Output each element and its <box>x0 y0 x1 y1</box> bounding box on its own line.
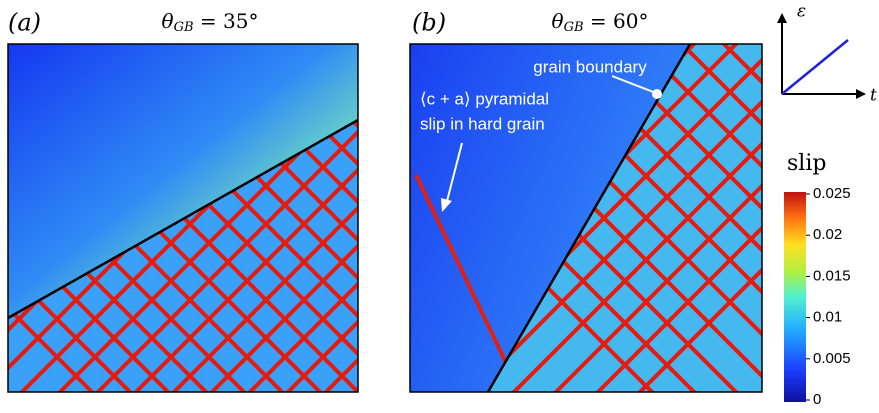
panel-title: θGB = 60° <box>552 9 649 35</box>
symbol: θ <box>552 9 564 33</box>
annotation: grain boundary <box>533 57 647 76</box>
subscript: GB <box>564 20 584 35</box>
strain-line <box>782 40 848 94</box>
arrowhead <box>856 89 866 99</box>
colorbar-label: slip <box>787 151 826 176</box>
value: = 35° <box>194 9 259 33</box>
colorbar-tick-label: 0.01 <box>813 309 842 326</box>
pointer-dot <box>652 89 662 99</box>
colorbar-tick-label: 0.02 <box>813 226 842 243</box>
subscript: GB <box>174 20 194 35</box>
colorbar-tick-label: 0.025 <box>813 185 851 202</box>
figure: (a) θGB = 35° (b) θGB = 60° grain bounda… <box>0 0 879 413</box>
colorbar-tick-label: 0.015 <box>813 267 851 284</box>
panel-label: (b) <box>412 9 446 37</box>
panel-title: θGB = 35° <box>162 9 259 35</box>
arrowhead <box>777 13 787 23</box>
inset-x-label: t <box>870 86 877 106</box>
symbol: θ <box>162 9 174 33</box>
value: = 60° <box>584 9 649 33</box>
colorbar-tick-label: 0.005 <box>813 350 851 367</box>
panel-label: (a) <box>8 9 41 37</box>
colorbar-tick-label: 0 <box>813 391 821 408</box>
annotation: ⟨c + a⟩ pyramidal <box>420 89 549 108</box>
annotation: slip in hard grain <box>420 114 545 133</box>
inset-y-label: ε <box>797 2 806 22</box>
colorbar <box>784 192 806 402</box>
